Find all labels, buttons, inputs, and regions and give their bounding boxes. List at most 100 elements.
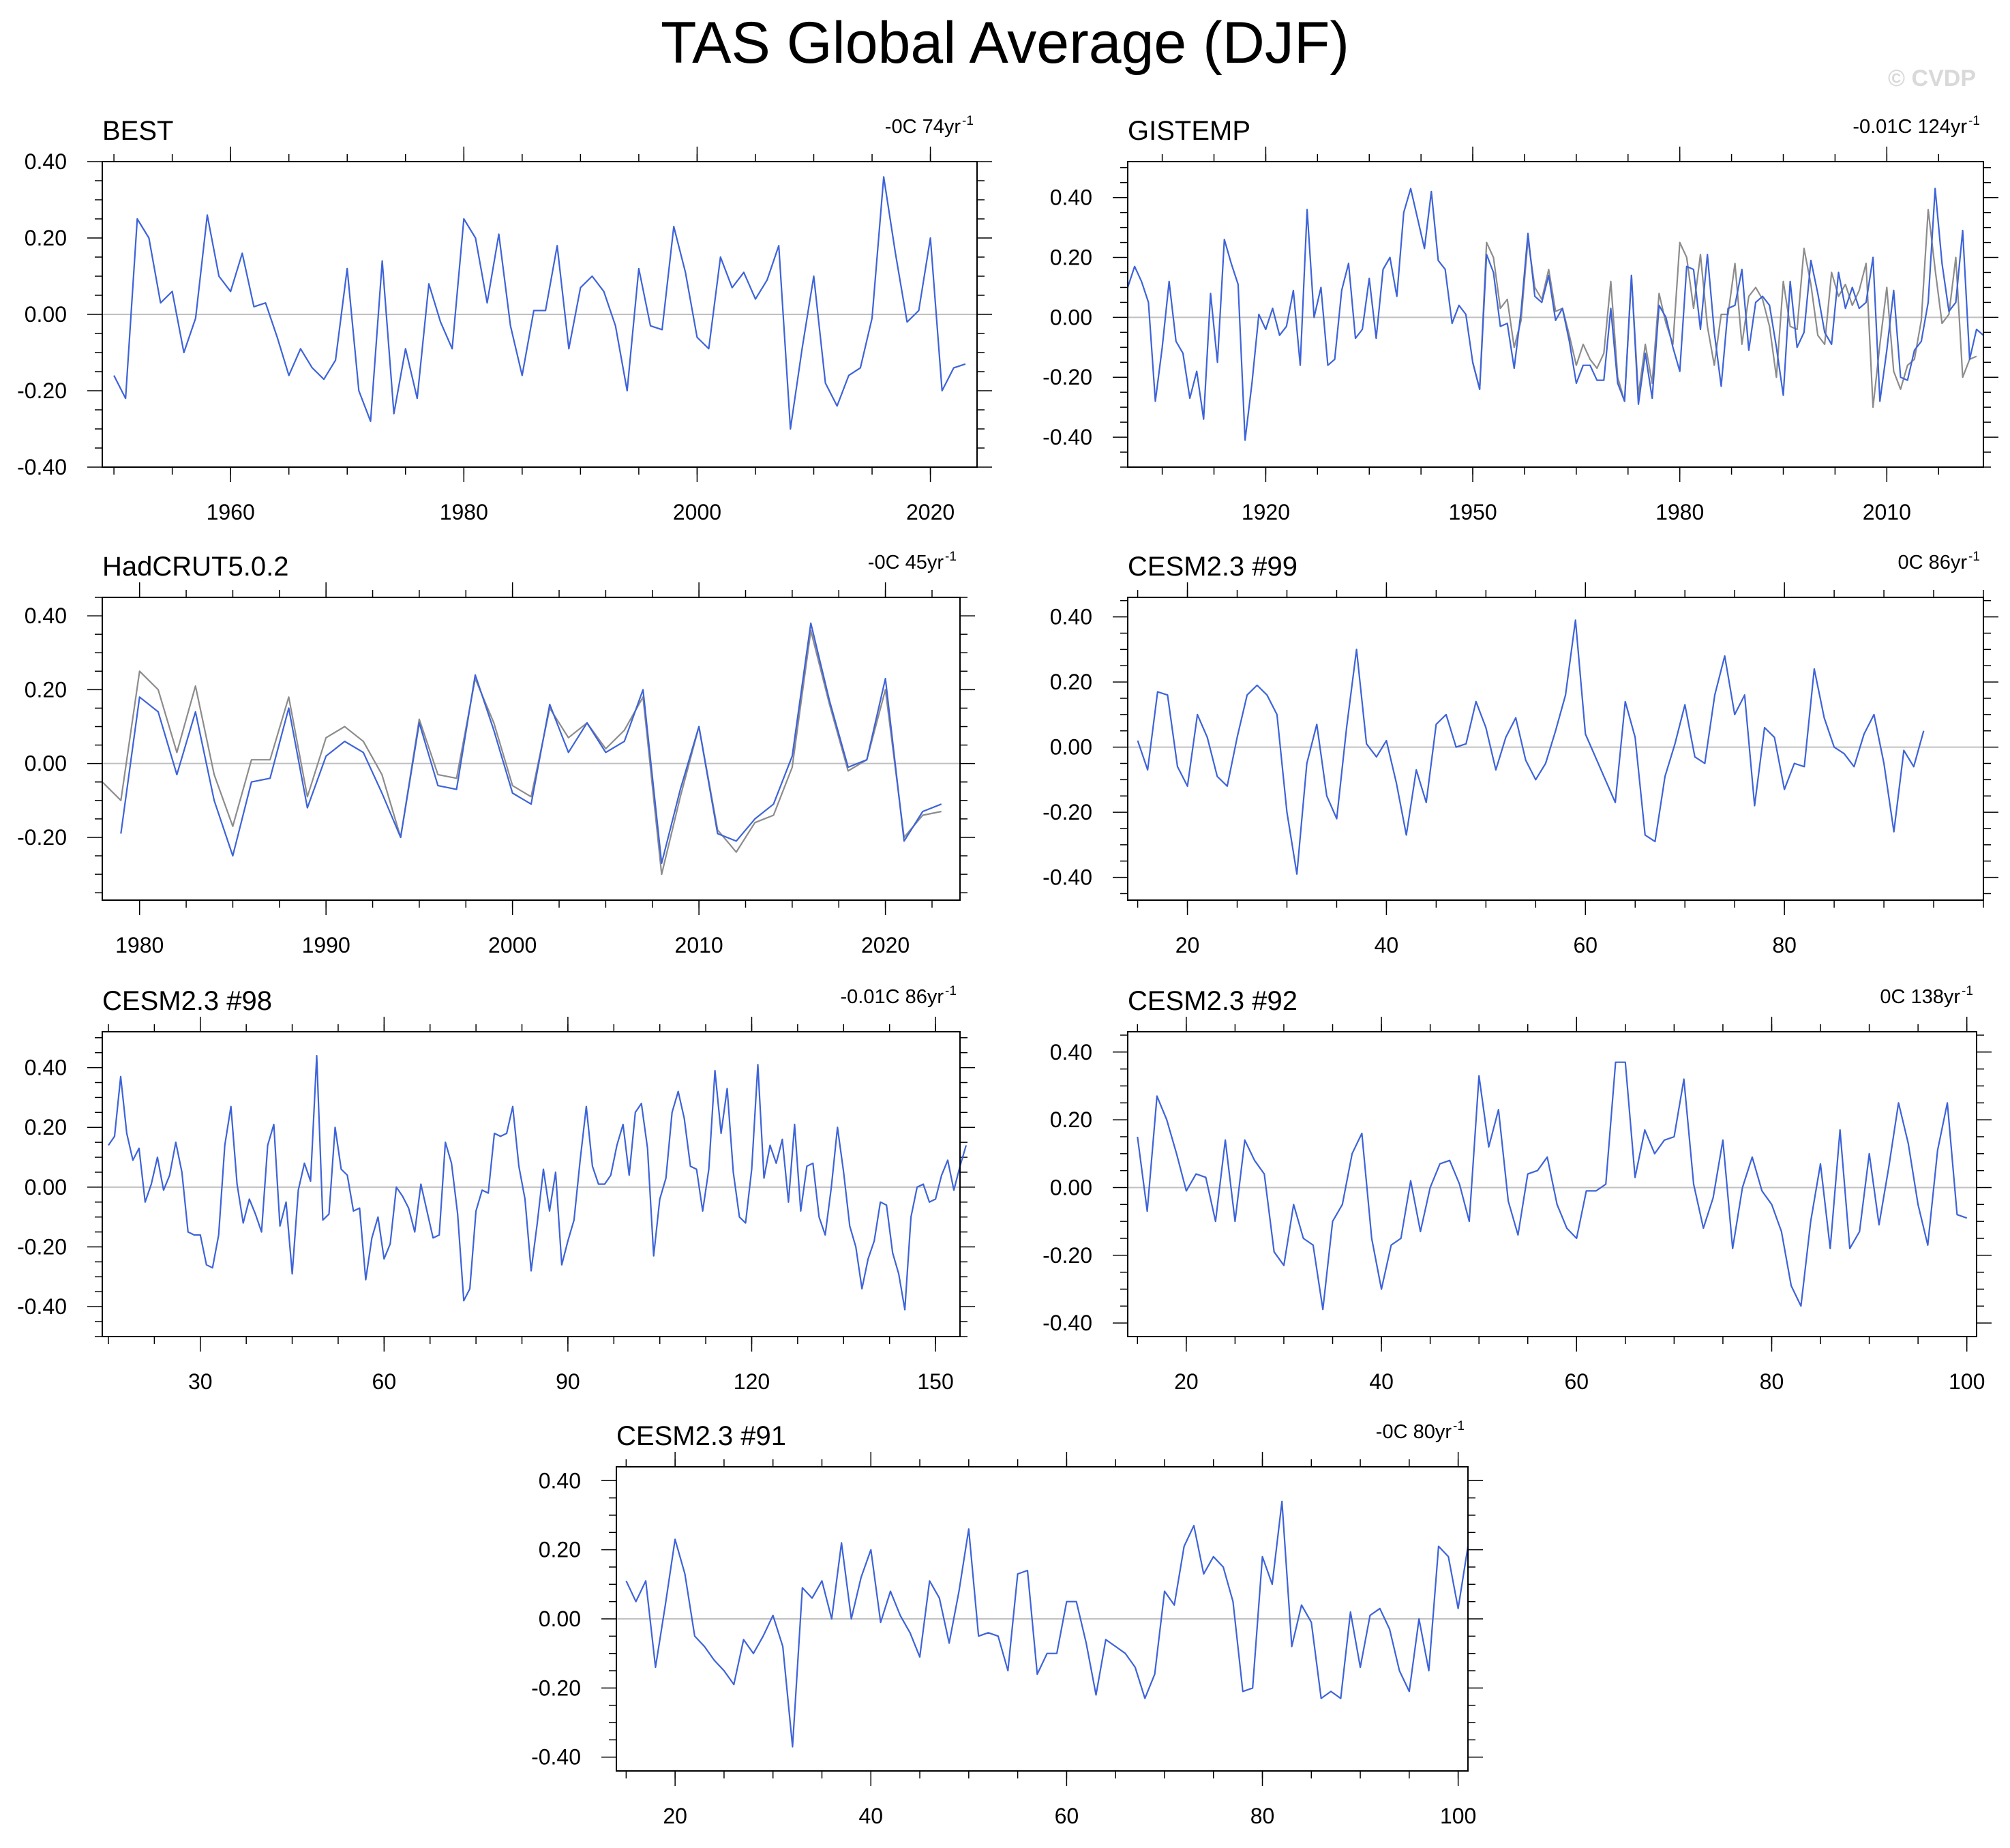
panel-title: HadCRUT5.0.2 [102,552,288,582]
x-tick-label: 40 [1369,1369,1394,1394]
y-tick-label: -0.40 [531,1745,581,1770]
y-tick-label: -0.20 [17,825,67,850]
chart-panel-6: CESM2.3 #92 0C 138yr -1 -0.40 -0.20 0.00 0.20 0… [1042,984,1992,1394]
panel-annotation: 0C 138yr [1880,986,1960,1008]
y-tick-label: -0.20 [1042,365,1092,389]
y-tick-label: 0.20 [25,226,67,250]
y-tick-label: 0.20 [1050,1107,1092,1132]
panel-title: CESM2.3 #98 [102,986,272,1016]
y-tick-label: 0.00 [1050,1175,1092,1199]
series-line-cesm2-3-91 [625,1500,1469,1748]
x-tick-label: 120 [734,1369,770,1394]
x-tick-label: 1980 [115,933,164,957]
y-tick-label: 0.40 [1050,605,1092,629]
x-tick-label: 1980 [440,500,488,524]
panel-annotation: -0C 80yr [1376,1421,1452,1443]
plot-frame [102,597,961,901]
y-tick-label: 0.40 [25,603,67,628]
x-tick-label: 90 [556,1369,580,1394]
y-tick-label: 0.00 [25,302,67,327]
panel-annotation-superscript: -1 [962,114,974,128]
panel-annotation-superscript: -1 [945,550,957,564]
y-tick-label: -0.20 [17,1235,67,1260]
panel-annotation: -0.01C 124yr [1852,116,1967,138]
y-tick-label: 0.00 [25,751,67,776]
y-tick-label: -0.40 [1042,865,1092,890]
y-tick-label: -0.40 [1042,1311,1092,1335]
x-tick-label: 2000 [673,500,721,524]
plot-frame [616,1466,1469,1772]
y-tick-label: 0.00 [1050,735,1092,760]
x-tick-label: 30 [188,1369,213,1394]
series-line-cesm2-3-92 [1137,1061,1968,1311]
y-tick-label: -0.40 [1042,425,1092,449]
panel-annotation: -0C 45yr [868,552,944,573]
x-tick-label: 1920 [1242,500,1290,524]
series-line-gistemp [1126,188,1984,441]
panel-annotation: 0C 86yr [1897,552,1967,573]
plot-frame [1127,597,1984,901]
x-tick-label: 100 [1949,1369,1985,1394]
panel-title: CESM2.3 #99 [1128,552,1298,582]
x-tick-label: 2020 [906,500,955,524]
x-tick-label: 60 [372,1369,397,1394]
series-line-best [113,176,966,430]
series-line-reference [1471,209,1977,408]
y-tick-label: 0.40 [1050,1040,1092,1064]
panel-annotation-superscript: -1 [1968,550,1980,564]
x-tick-label: 2010 [675,933,723,957]
y-tick-label: 0.00 [539,1607,581,1631]
y-tick-label: 0.00 [1050,305,1092,329]
plot-frame [102,161,978,468]
y-tick-label: 0.40 [1050,185,1092,210]
y-tick-label: -0.20 [1042,800,1092,824]
x-tick-label: 20 [1174,1369,1199,1394]
panel-title: CESM2.3 #92 [1128,986,1298,1016]
plot-frame [102,1031,961,1337]
panel-annotation: -0.01C 86yr [840,986,944,1008]
x-tick-label: 1950 [1448,500,1497,524]
y-tick-label: 0.20 [1050,670,1092,694]
y-tick-label: -0.20 [531,1675,581,1700]
y-tick-label: 0.20 [25,677,67,702]
y-tick-label: 0.40 [539,1468,581,1493]
plot-frame [1127,161,1984,468]
panel-annotation-superscript: -1 [945,984,957,998]
x-tick-label: 80 [1250,1804,1275,1828]
series-line-cesm2-3-99 [1137,619,1925,875]
x-tick-label: 100 [1440,1804,1476,1828]
y-tick-label: 0.40 [25,149,67,174]
y-tick-label: -0.40 [17,1294,67,1319]
y-tick-label: -0.40 [17,455,67,479]
series-line-hadcrut5-0-2 [120,622,942,865]
x-tick-label: 1960 [207,500,255,524]
y-tick-label: 0.20 [25,1115,67,1139]
x-tick-label: 60 [1573,933,1597,957]
x-tick-label: 60 [1055,1804,1079,1828]
x-tick-label: 80 [1772,933,1797,957]
panel-title: BEST [102,116,173,146]
y-tick-label: 0.00 [25,1175,67,1199]
x-tick-label: 40 [1375,933,1399,957]
y-tick-label: 0.20 [1050,245,1092,270]
y-tick-label: -0.20 [1042,1243,1092,1268]
x-tick-label: 20 [663,1804,687,1828]
x-tick-label: 2010 [1863,500,1911,524]
panel-annotation: -0C 74yr [885,116,961,138]
panel-annotation-superscript: -1 [1453,1419,1465,1433]
chart-panel-5: CESM2.3 #98 -0.01C 86yr -1 -0.40 -0.20 0.00 0.… [17,984,975,1394]
chart-panel-7: CESM2.3 #91 -0C 80yr -1 -0.40 -0.20 0.00 0.20 0… [531,1419,1483,1828]
series-line-best [102,629,942,876]
chart-panel-2: GISTEMP -0.01C 124yr -1 -0.40 -0.20 0.00 0.20 0… [1042,114,1998,524]
x-tick-label: 40 [858,1804,883,1828]
plot-frame [1127,1031,1977,1337]
series-line-cesm2-3-98 [108,1054,967,1311]
y-tick-label: -0.20 [17,378,67,403]
panel-annotation-superscript: -1 [1968,114,1980,128]
y-tick-label: 0.40 [25,1056,67,1080]
figure-title: TAS Global Average (DJF) [660,10,1350,76]
x-tick-label: 80 [1760,1369,1784,1394]
panel-title: CESM2.3 #91 [616,1421,786,1451]
x-tick-label: 2020 [861,933,910,957]
